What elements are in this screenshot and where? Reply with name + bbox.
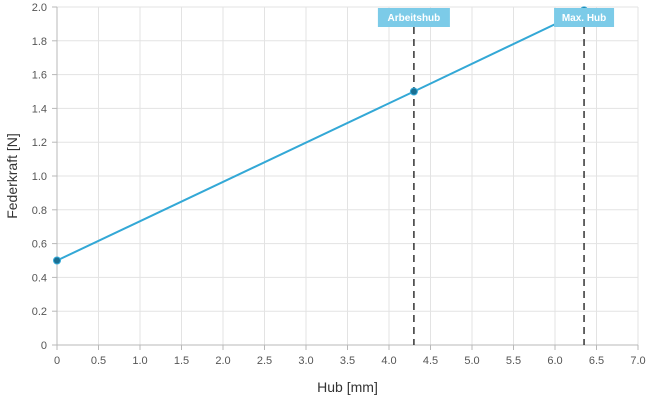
series [53,6,589,265]
x-tick-label: 3.0 [298,355,313,367]
x-tick-label: 7.0 [630,355,645,367]
y-tick-label: 1.6 [32,70,47,82]
y-tick-label: 1.4 [32,103,47,115]
x-tick-label: 0 [54,355,60,367]
data-point [409,87,418,96]
x-tick-label: 4.0 [381,355,396,367]
x-tick-label: 6.0 [547,355,562,367]
x-tick-label: 0.5 [91,355,106,367]
marker-label: Max. Hub [562,13,606,24]
x-tick-label: 3.5 [340,355,355,367]
y-tick-label: 1.8 [32,36,47,48]
marker-lines [413,27,585,345]
y-tick-label: 1.0 [32,171,47,183]
x-tick-label: 1.5 [174,355,189,367]
y-tick-label: 0 [41,340,47,352]
y-tick-label: 0.2 [32,306,47,318]
x-tick-label: 6.5 [589,355,604,367]
marker-label: Arbeitshub [388,13,441,24]
x-tick-label: 2.0 [215,355,230,367]
x-tick-label: 5.0 [464,355,479,367]
marker-label-box [554,8,615,27]
x-tick-label: 1.0 [132,355,147,367]
y-tick-label: 0.4 [32,272,47,284]
x-tick-label: 4.5 [423,355,438,367]
x-tick-label: 2.5 [257,355,272,367]
series-line [56,9,585,262]
y-tick-label: 0.8 [32,205,47,217]
x-tick-label: 5.5 [506,355,521,367]
grid [56,6,639,346]
y-tick-label: 2.0 [32,2,47,14]
marker-labels: Arbeitshub Max. Hub [377,8,615,27]
y-tick-label: 1.2 [32,137,47,149]
x-axis-title: Hub [mm] [317,379,378,395]
y-tick-label: 0.6 [32,239,47,251]
tick-labels: 0 0.5 1.0 1.5 2.0 2.5 3.0 3.5 4.0 4.5 5.0 5.5 6.0 6.5… [32,2,646,367]
data-point [53,256,61,265]
y-axis-title: Federkraft [N] [4,133,20,219]
axes [52,6,639,350]
marker-label-box [377,8,450,27]
